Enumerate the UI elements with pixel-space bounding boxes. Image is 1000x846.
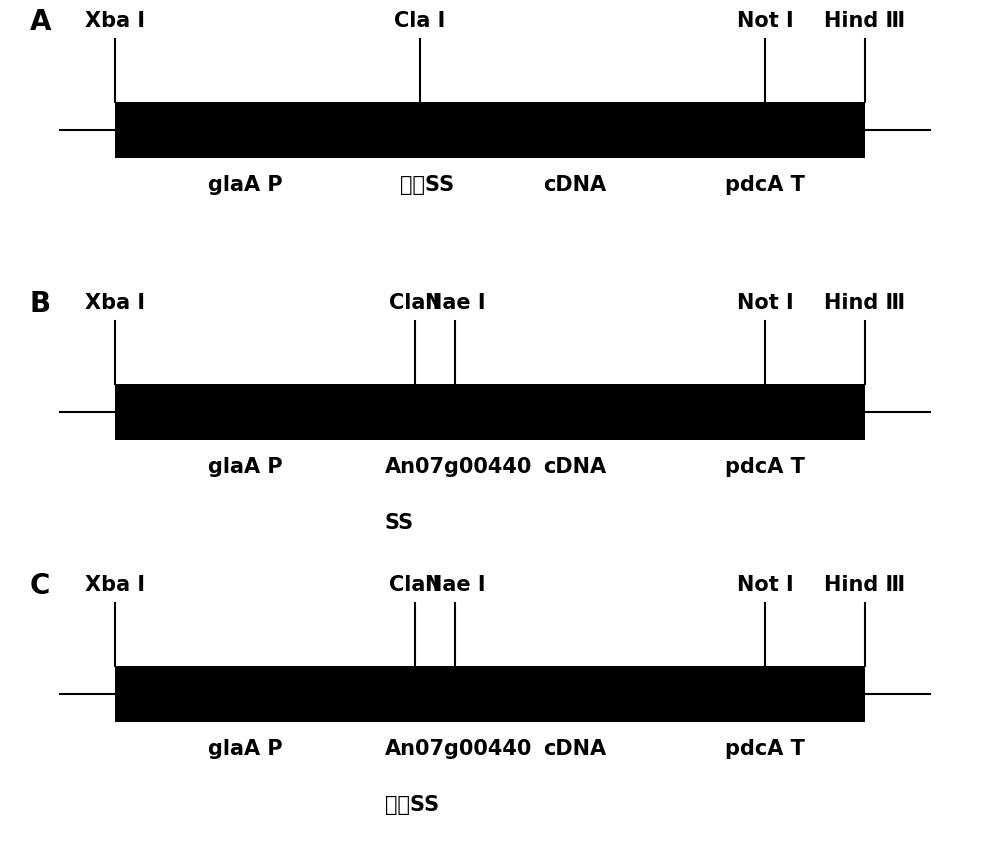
Text: Cla I: Cla I [394,11,446,31]
Text: pdcA T: pdcA T [725,457,805,477]
Text: Not I: Not I [737,575,793,595]
Text: Nae I: Nae I [425,575,485,595]
Text: Hind Ⅲ: Hind Ⅲ [824,293,906,313]
Text: B: B [30,290,51,318]
Text: C: C [30,573,50,601]
Text: cDNA: cDNA [543,457,607,477]
Text: pdcA T: pdcA T [725,175,805,195]
Text: Cla I: Cla I [389,575,441,595]
Text: A: A [30,8,52,36]
Text: pdcA T: pdcA T [725,739,805,759]
Text: Hind Ⅲ: Hind Ⅲ [824,575,906,595]
Text: glaA P: glaA P [208,457,282,477]
Text: Xba I: Xba I [85,293,145,313]
Bar [115,102,865,158]
Text: cDNA: cDNA [543,175,607,195]
Text: cDNA: cDNA [543,739,607,759]
Text: glaA P: glaA P [208,739,282,759]
Text: An07g00440: An07g00440 [385,739,532,759]
Text: SS: SS [385,514,414,533]
Text: 变形SS: 变形SS [385,795,439,816]
Text: Xba I: Xba I [85,575,145,595]
Bar [115,666,865,722]
Text: glaA P: glaA P [208,175,282,195]
Text: Cla I: Cla I [389,293,441,313]
Text: Nae I: Nae I [425,293,485,313]
Bar [115,383,865,440]
Text: Hind Ⅲ: Hind Ⅲ [824,11,906,31]
Text: Not I: Not I [737,293,793,313]
Text: An07g00440: An07g00440 [385,457,532,477]
Text: 天然SS: 天然SS [400,175,454,195]
Text: Xba I: Xba I [85,11,145,31]
Text: Not I: Not I [737,11,793,31]
